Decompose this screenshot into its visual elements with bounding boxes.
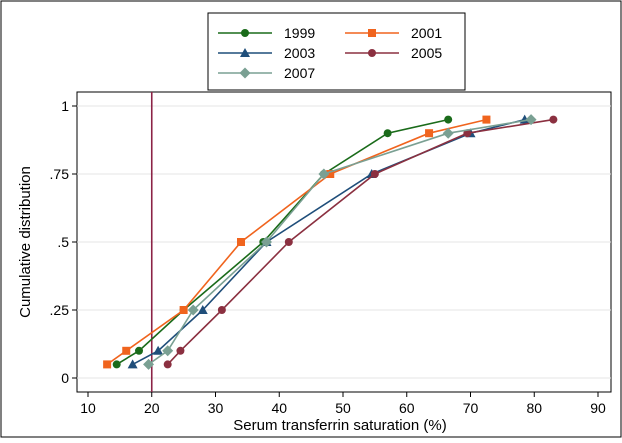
y-tick-label-3: .75 (50, 166, 70, 182)
legend-label-2003: 2003 (284, 45, 315, 61)
point-1999-6 (444, 115, 453, 124)
point-2005-2 (217, 306, 226, 314)
y-tick-label-1: .25 (50, 302, 70, 318)
point-1999-0 (112, 360, 121, 369)
point-2007-6 (525, 114, 537, 126)
legend-marker-2001 (368, 29, 376, 37)
point-2007-1 (162, 345, 174, 357)
x-tick-label-1: 20 (144, 400, 160, 416)
y-axis-label: Cumulative distribution (17, 166, 34, 318)
legend-label-2001: 2001 (411, 25, 442, 41)
legend-item-1999: 1999 (218, 25, 315, 41)
point-2007-2 (187, 304, 199, 316)
legend: 1999 2001 2003 2005 2007 (218, 25, 442, 81)
y-tick-label-0: 0 (61, 370, 69, 386)
point-2003-2 (197, 305, 208, 314)
legend-item-2005: 2005 (345, 45, 442, 61)
point-2001-3 (237, 238, 245, 246)
point-2001-6 (482, 115, 491, 124)
legend-marker-2007 (239, 67, 251, 79)
series-2001 (103, 115, 491, 369)
legend-label-2005: 2005 (411, 45, 442, 61)
point-2005-3 (284, 238, 293, 246)
point-2005-1 (176, 346, 185, 355)
x-tick-label-6: 70 (463, 400, 479, 416)
point-2001-0 (103, 360, 112, 369)
x-tick-label-8: 90 (590, 400, 606, 416)
x-tick-label-0: 10 (80, 400, 96, 416)
legend-label-1999: 1999 (284, 25, 315, 41)
legend-item-2007: 2007 (218, 65, 315, 81)
x-tick-label-7: 80 (526, 400, 542, 416)
legend-label-2007: 2007 (284, 65, 315, 81)
x-axis-label: Serum transferrin saturation (%) (233, 417, 446, 434)
point-2007-5 (442, 127, 454, 139)
point-2001-2 (179, 306, 188, 314)
series-group (103, 114, 558, 370)
gridlines (77, 105, 611, 379)
point-2005-0 (163, 360, 172, 369)
x-tick-label-2: 30 (208, 400, 224, 416)
legend-marker-1999 (241, 29, 249, 37)
legend-marker-2005 (368, 49, 376, 57)
point-2007-4 (318, 168, 330, 180)
y-tick-label-2: .5 (57, 234, 69, 250)
point-2001-1 (122, 346, 131, 355)
legend-item-2003: 2003 (218, 45, 315, 61)
series-2007 (143, 114, 537, 370)
x-tick-label-5: 60 (399, 400, 415, 416)
x-tick-label-3: 40 (271, 400, 287, 416)
legend-item-2001: 2001 (345, 25, 442, 41)
axes: 0 .25 .5 .75 1 10 20 30 40 50 60 70 80 90 (50, 98, 606, 416)
point-2007-3 (261, 236, 272, 248)
point-2001-4 (326, 170, 335, 178)
legend-marker-2003 (240, 48, 250, 57)
point-2005-6 (549, 115, 558, 124)
legend-box (207, 12, 466, 91)
point-1999-1 (135, 346, 143, 355)
point-2007-0 (143, 358, 155, 370)
point-2003-1 (153, 345, 164, 355)
y-tick-label-4: 1 (61, 98, 69, 114)
point-2003-0 (127, 359, 138, 369)
point-2001-5 (425, 129, 434, 138)
point-2005-4 (370, 170, 379, 178)
x-tick-label-4: 50 (335, 400, 351, 416)
point-1999-5 (383, 129, 392, 138)
series-2005 (163, 115, 558, 369)
